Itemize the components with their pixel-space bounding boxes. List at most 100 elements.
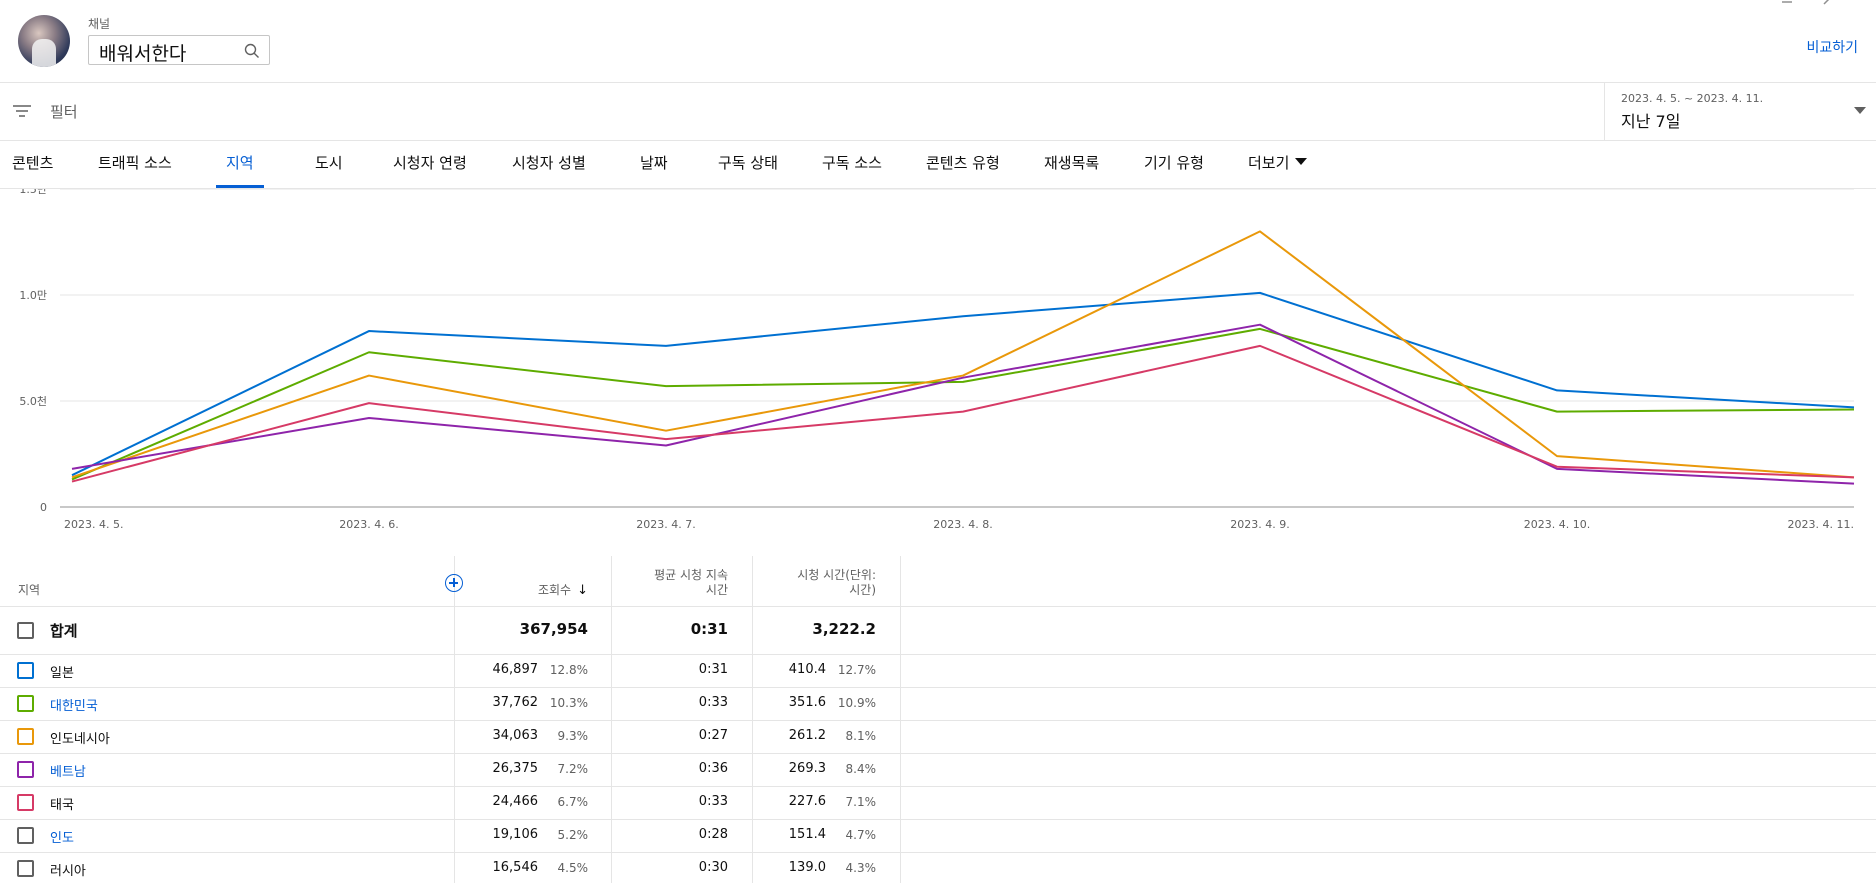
channel-value[interactable]: 배워서한다 xyxy=(99,43,187,65)
watch-time-value: 351.6 xyxy=(788,695,826,710)
x-tick-label: 2023. 4. 6. xyxy=(339,518,398,531)
total-label: 합계 xyxy=(50,622,78,640)
column-header-watch-line2: 시간) xyxy=(849,583,876,597)
views-percent: 4.5% xyxy=(557,861,589,875)
views-percent: 12.8% xyxy=(549,663,588,677)
watch-time-value: 151.4 xyxy=(788,827,826,842)
views-percent: 7.2% xyxy=(557,762,589,776)
filter-input[interactable]: 필터 xyxy=(50,103,78,121)
y-tick-label: 5.0천 xyxy=(19,394,47,408)
region-name[interactable]: 베트남 xyxy=(50,765,86,780)
tab-device-type[interactable]: 기기 유형 xyxy=(1144,154,1204,172)
views-percent: 5.2% xyxy=(557,828,589,842)
tab-content[interactable]: 콘텐츠 xyxy=(12,154,54,172)
tab-viewer-gender[interactable]: 시청자 성별 xyxy=(512,154,586,172)
chevron-down-icon xyxy=(1854,107,1866,114)
watch-time-value: 261.2 xyxy=(788,728,826,743)
add-metric-icon[interactable] xyxy=(445,574,463,592)
tab-playlist[interactable]: 재생목록 xyxy=(1044,154,1100,172)
checkbox-total[interactable] xyxy=(17,622,34,639)
caret-down-icon xyxy=(1295,158,1308,165)
column-header-watch-time[interactable]: 시청 시간(단위: 시간) xyxy=(762,568,876,598)
row-divider xyxy=(0,786,1876,787)
row-checkbox[interactable] xyxy=(17,794,34,811)
data-table: 지역 조회수 ↓ 평균 시청 지속 시간 시청 시간(단위: 시간) 합계 367,9… xyxy=(0,556,1876,883)
row-divider xyxy=(0,606,1876,607)
region-name: 일본 xyxy=(50,666,74,681)
header: 채널 배워서한다 비교하기 xyxy=(0,0,1876,83)
region-name: 태국 xyxy=(50,798,74,813)
row-divider xyxy=(0,687,1876,688)
column-header-views-label: 조회수 xyxy=(537,583,572,597)
column-header-avg-line2: 시간 xyxy=(705,583,728,597)
views-value: 34,063 xyxy=(492,728,539,743)
series-line[interactable] xyxy=(71,291,1855,477)
row-checkbox[interactable] xyxy=(17,662,34,679)
series-line[interactable] xyxy=(71,230,1855,479)
tab-city[interactable]: 도시 xyxy=(315,154,343,172)
views-value: 16,546 xyxy=(492,860,539,875)
views-value: 19,106 xyxy=(492,827,539,842)
channel-avatar[interactable] xyxy=(18,15,70,67)
region-name[interactable]: 인도 xyxy=(50,831,74,846)
tab-content-type[interactable]: 콘텐츠 유형 xyxy=(926,154,1000,172)
tab-subscription-source[interactable]: 구독 소스 xyxy=(822,154,882,172)
column-divider xyxy=(752,556,753,883)
x-tick-label: 2023. 4. 5. xyxy=(64,518,123,531)
column-header-watch-line1: 시청 시간(단위: xyxy=(797,568,876,582)
watch-time-value: 269.3 xyxy=(788,761,826,776)
avg-duration-value: 0:30 xyxy=(698,860,728,875)
row-checkbox[interactable] xyxy=(17,761,34,778)
row-checkbox[interactable] xyxy=(17,728,34,745)
y-tick-label: 1.5만 xyxy=(19,189,47,196)
watch-time-percent: 10.9% xyxy=(837,696,876,710)
tab-subscription-status[interactable]: 구독 상태 xyxy=(718,154,778,172)
top-icons xyxy=(1782,0,1830,5)
row-checkbox[interactable] xyxy=(17,860,34,877)
compare-button[interactable]: 비교하기 xyxy=(1806,40,1858,56)
watch-time-value: 139.0 xyxy=(788,860,826,875)
date-range-picker[interactable]: 2023. 4. 5. ~ 2023. 4. 11. 지난 7일 xyxy=(1604,83,1876,141)
column-header-avg-duration[interactable]: 평균 시청 지속 시간 xyxy=(620,568,728,598)
region-name[interactable]: 대한민국 xyxy=(50,699,98,714)
column-divider xyxy=(454,556,455,883)
row-divider xyxy=(0,819,1876,820)
column-header-views[interactable]: 조회수 ↓ xyxy=(500,583,588,598)
channel-label: 채널 xyxy=(88,17,111,31)
search-icon[interactable] xyxy=(244,43,260,59)
total-views: 367,954 xyxy=(519,620,588,638)
watch-time-percent: 8.1% xyxy=(845,729,877,743)
filter-icon[interactable] xyxy=(12,103,32,119)
sort-descending-icon: ↓ xyxy=(577,583,588,598)
column-header-region[interactable]: 지역 xyxy=(18,583,41,597)
watch-time-value: 410.4 xyxy=(788,662,826,677)
avg-duration-value: 0:36 xyxy=(698,761,728,776)
row-checkbox[interactable] xyxy=(17,695,34,712)
series-line[interactable] xyxy=(71,344,1855,483)
tab-geography[interactable]: 지역 xyxy=(226,154,254,172)
views-value: 37,762 xyxy=(492,695,539,710)
channel-search-box[interactable]: 배워서한다 xyxy=(88,35,270,65)
views-percent: 6.7% xyxy=(557,795,589,809)
watch-time-value: 227.6 xyxy=(788,794,826,809)
x-tick-label: 2023. 4. 11. xyxy=(1788,518,1854,531)
watch-time-percent: 4.7% xyxy=(845,828,877,842)
row-checkbox[interactable] xyxy=(17,827,34,844)
region-name: 러시아 xyxy=(50,864,86,879)
tab-traffic-source[interactable]: 트래픽 소스 xyxy=(98,154,172,172)
row-divider xyxy=(0,753,1876,754)
watch-time-percent: 7.1% xyxy=(845,795,877,809)
row-divider xyxy=(0,654,1876,655)
tab-date[interactable]: 날짜 xyxy=(640,154,668,172)
tab-more[interactable]: 더보기 xyxy=(1248,152,1308,173)
row-divider xyxy=(0,720,1876,721)
total-watch-time: 3,222.2 xyxy=(812,620,876,638)
region-name: 인도네시아 xyxy=(50,732,110,747)
column-divider xyxy=(900,556,901,883)
series-line[interactable] xyxy=(71,323,1855,485)
views-value: 46,897 xyxy=(492,662,539,677)
series-line[interactable] xyxy=(71,327,1855,481)
tab-more-label: 더보기 xyxy=(1248,154,1290,172)
watch-time-percent: 12.7% xyxy=(837,663,876,677)
tab-viewer-age[interactable]: 시청자 연령 xyxy=(393,154,467,172)
